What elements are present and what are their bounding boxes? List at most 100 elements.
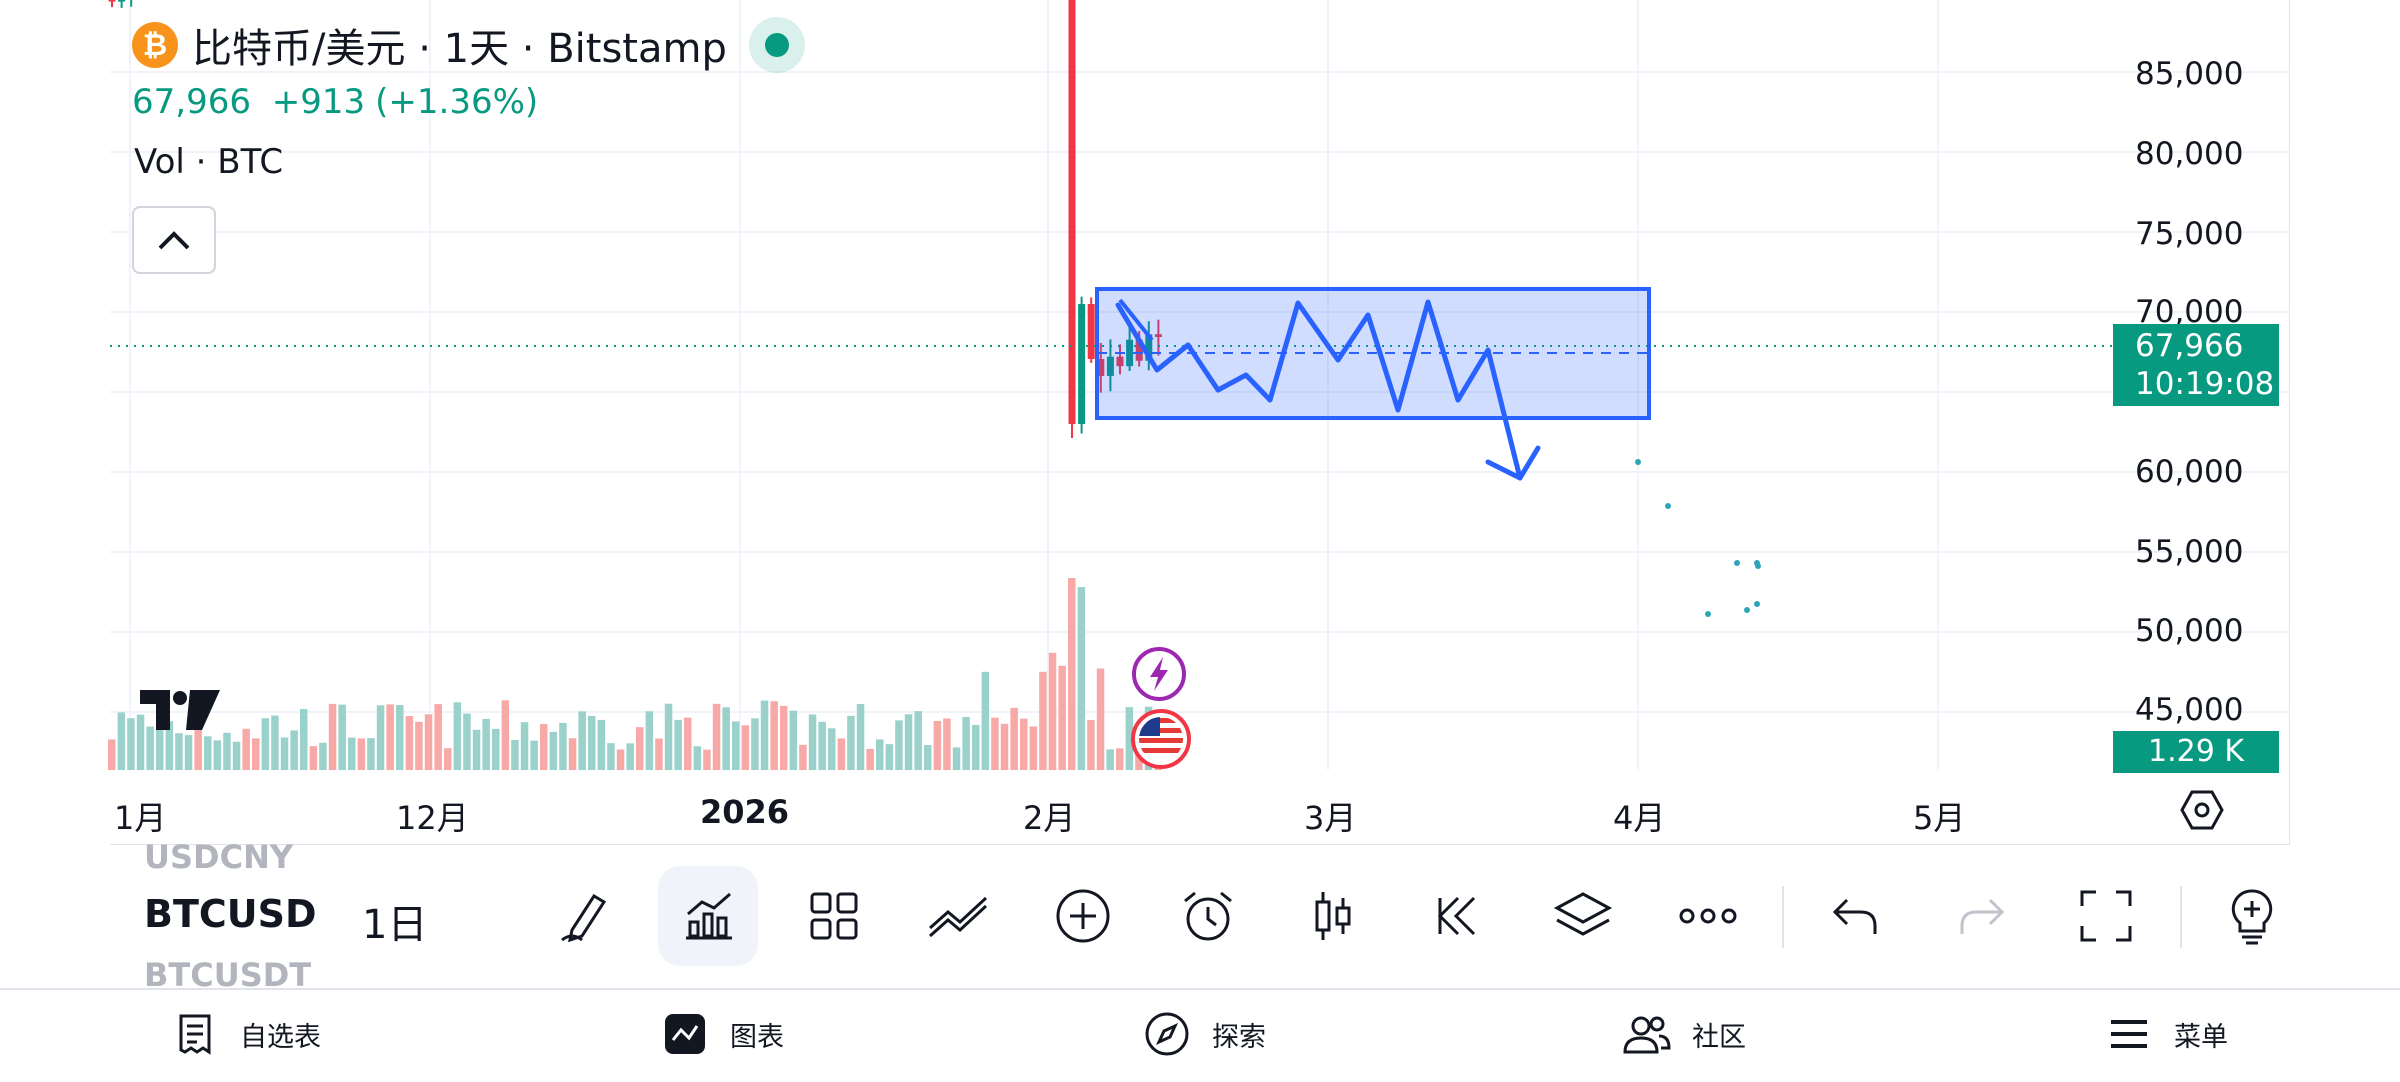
alert-button[interactable] <box>1158 866 1258 966</box>
candle-body <box>1097 358 1105 376</box>
symbol-legend[interactable]: ₿ 比特币/美元 · 1天 · Bitstamp <box>132 17 805 73</box>
volume-bar <box>933 720 942 770</box>
volume-bar <box>741 725 750 770</box>
watchlist-icon <box>179 1014 211 1055</box>
volume-bar <box>405 716 414 770</box>
volume-bar <box>847 715 855 770</box>
volume-bar <box>492 728 500 770</box>
layout-button[interactable] <box>784 866 884 966</box>
more-button[interactable] <box>1658 866 1758 966</box>
undo-icon <box>1832 898 1877 934</box>
indicators-button[interactable] <box>658 866 758 966</box>
candle-body <box>1087 304 1095 359</box>
volume-bar <box>856 703 865 770</box>
volume-bar <box>453 702 462 770</box>
volume-bar <box>300 709 308 770</box>
undo-button[interactable] <box>1806 866 1906 966</box>
volume-bar <box>117 712 126 770</box>
time-axis-label: 4月 <box>1613 799 1666 837</box>
fullscreen-button[interactable] <box>2056 866 2156 966</box>
tradingview-logo[interactable] <box>140 690 220 734</box>
volume-bar <box>780 705 788 770</box>
small-arrow <box>1118 298 1154 342</box>
volume-bar <box>981 671 990 770</box>
volume-bar <box>271 715 279 770</box>
collapse-legend-button[interactable] <box>132 206 216 274</box>
community-icon <box>1623 1016 1671 1054</box>
price-chart[interactable] <box>0 0 2290 845</box>
add-button[interactable] <box>1033 866 1133 966</box>
volume-legend[interactable]: Vol · BTC <box>134 142 284 182</box>
symbol-title[interactable]: 比特币/美元 · 1天 · Bitstamp <box>192 26 727 72</box>
nav-menu[interactable]: 菜单 <box>2104 1004 2228 1064</box>
volume-bar <box>645 711 654 770</box>
legend-last-price: 67,966 <box>132 82 251 122</box>
volume-value-tag: 1.29 K <box>2113 731 2279 773</box>
volume-bar <box>501 700 510 770</box>
drawing-tools-icon <box>929 896 988 938</box>
nav-community[interactable]: 社区 <box>1622 1004 1746 1064</box>
chart-grid <box>110 0 2290 770</box>
volume-bar <box>175 733 183 770</box>
volume-bar <box>338 704 346 770</box>
volume-bar <box>607 743 615 770</box>
volume-bar <box>1096 668 1105 770</box>
volume-bar <box>895 720 903 770</box>
chart-settings-icon[interactable] <box>2180 788 2224 832</box>
volume-bar <box>194 722 202 770</box>
volume-bar <box>232 741 241 770</box>
toolbar-divider <box>2180 886 2182 948</box>
volume-bar <box>242 728 250 770</box>
candle-body <box>1135 339 1143 361</box>
volume-bar <box>309 746 318 770</box>
lightning-event-icon[interactable] <box>1130 645 1188 703</box>
fullscreen-icon <box>2080 890 2132 942</box>
volume-bar <box>626 743 634 770</box>
us-flag-event-icon[interactable] <box>1128 708 1194 770</box>
volume-bar <box>165 721 174 770</box>
drawing-tools-button[interactable] <box>908 866 1008 966</box>
nav-community-label: 社区 <box>1692 1021 1746 1053</box>
volume-bar <box>588 715 596 770</box>
price-axis-label: 85,000 <box>2135 56 2244 92</box>
volume-bar <box>722 707 730 770</box>
interval-selector[interactable]: 1日 <box>362 902 428 948</box>
chart-style-button[interactable] <box>1283 866 1383 966</box>
volume-bar <box>732 721 740 770</box>
volume-bar <box>1058 665 1066 770</box>
symbol-next[interactable]: BTCUSDT <box>144 956 312 994</box>
volume-bar <box>444 748 452 770</box>
nav-menu-label: 菜单 <box>2174 1021 2228 1053</box>
price-axis-label: 55,000 <box>2135 534 2244 570</box>
time-axis-label: 5月 <box>1913 799 1966 837</box>
legend-change: +913 <box>271 82 366 122</box>
volume-bar <box>943 718 951 770</box>
replay-button[interactable] <box>1408 866 1508 966</box>
symbol-selector[interactable]: BTCUSD <box>144 892 317 936</box>
volume-bar <box>674 719 682 770</box>
nav-chart[interactable]: 图表 <box>660 1004 784 1064</box>
projection-path <box>1115 299 1523 481</box>
volume-bar <box>482 718 490 770</box>
volume-bar <box>1048 652 1057 770</box>
symbol-prev[interactable]: USDCNY <box>144 838 294 876</box>
volume-bar <box>540 723 548 770</box>
volume-bar <box>789 710 798 770</box>
toolbar-divider <box>1782 886 1784 948</box>
last-price-value: 67,966 <box>2135 328 2244 364</box>
volume-bar <box>1125 707 1134 770</box>
nav-watchlist[interactable]: 自选表 <box>170 1004 321 1064</box>
price-axis-label: 50,000 <box>2135 613 2244 649</box>
redo-icon <box>1960 898 2005 934</box>
idea-button[interactable] <box>2202 866 2302 966</box>
time-axis-label: 12月 <box>396 799 469 837</box>
candlesticks <box>108 0 1162 438</box>
nav-explore[interactable]: 探索 <box>1142 1004 1266 1064</box>
redo-button[interactable] <box>1931 866 2031 966</box>
time-axis-label: 3月 <box>1304 799 1357 837</box>
volume-bar <box>367 738 375 770</box>
market-status-icon[interactable] <box>748 17 805 73</box>
pen-button[interactable] <box>536 866 636 966</box>
layers-button[interactable] <box>1533 866 1633 966</box>
price-axis-label: 75,000 <box>2135 216 2244 252</box>
